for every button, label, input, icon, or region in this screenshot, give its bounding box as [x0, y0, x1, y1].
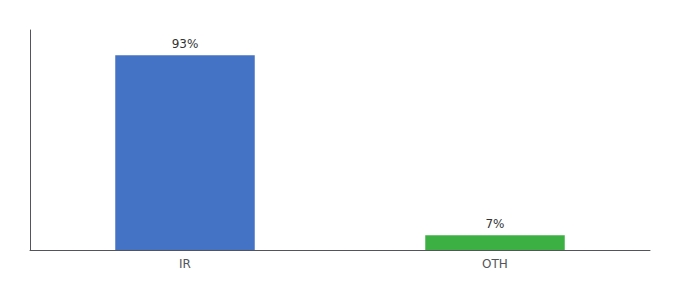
svg-text:IR: IR	[179, 257, 191, 271]
svg-text:93%: 93%	[172, 37, 199, 51]
svg-text:OTH: OTH	[482, 257, 508, 271]
svg-text:7%: 7%	[485, 217, 504, 231]
